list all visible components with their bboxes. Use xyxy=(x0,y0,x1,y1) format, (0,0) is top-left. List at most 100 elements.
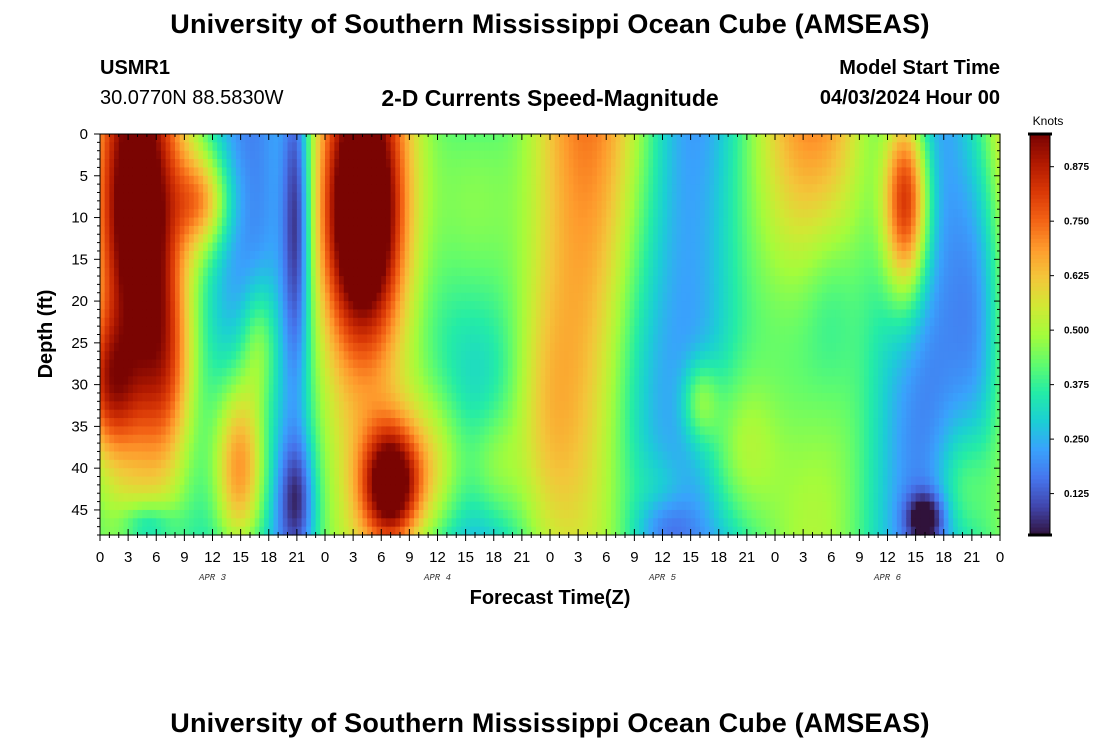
heatmap-cell xyxy=(535,142,542,152)
heatmap-cell xyxy=(442,142,448,152)
heatmap-cell xyxy=(175,376,181,386)
heatmap-cell xyxy=(100,376,106,386)
heatmap-cell xyxy=(146,209,153,219)
heatmap-cell xyxy=(343,284,350,294)
heatmap-cell xyxy=(357,192,364,202)
heatmap-cell xyxy=(517,284,523,294)
heatmap-cell xyxy=(371,434,378,444)
heatmap-cell xyxy=(198,359,204,369)
heatmap-cell xyxy=(559,250,565,260)
heatmap-cell xyxy=(475,392,481,402)
heatmap-cell xyxy=(526,401,532,411)
heatmap-cell xyxy=(329,184,335,194)
heatmap-cell xyxy=(442,192,448,202)
heatmap-cell xyxy=(245,401,251,411)
heatmap-cell xyxy=(568,392,575,402)
heatmap-cell xyxy=(254,434,260,444)
heatmap-cell xyxy=(390,359,396,369)
heatmap-cell xyxy=(535,250,542,260)
heatmap-cell xyxy=(221,209,228,219)
heatmap-cell xyxy=(160,292,167,302)
heatmap-cell xyxy=(301,418,307,427)
heatmap-cell xyxy=(198,225,204,235)
heatmap-cell xyxy=(385,459,392,469)
heatmap-cell xyxy=(376,334,382,344)
heatmap-cell xyxy=(250,242,256,252)
heatmap-cell xyxy=(278,234,284,244)
heatmap-cell xyxy=(371,451,378,461)
heatmap-cell xyxy=(282,443,289,453)
heatmap-cell xyxy=(409,484,415,494)
heatmap-cell xyxy=(564,284,570,294)
heatmap-cell xyxy=(353,443,359,453)
heatmap-cell xyxy=(498,468,504,478)
heatmap-cell xyxy=(320,384,326,394)
heatmap-cell xyxy=(207,334,214,344)
heatmap-cell xyxy=(278,468,284,478)
heatmap-cell xyxy=(329,484,335,494)
heatmap-cell xyxy=(296,234,303,244)
heatmap-cell xyxy=(367,184,373,194)
heatmap-cell xyxy=(428,209,434,219)
heatmap-cell xyxy=(282,509,289,519)
heatmap-cell xyxy=(507,351,514,361)
heatmap-cell xyxy=(250,142,256,152)
heatmap-cell xyxy=(109,518,115,528)
heatmap-cell xyxy=(554,284,560,294)
heatmap-cell xyxy=(301,401,307,411)
heatmap-cell xyxy=(128,518,134,528)
heatmap-cell xyxy=(503,334,509,344)
heatmap-cell xyxy=(475,493,481,503)
heatmap-cell xyxy=(582,142,589,152)
heatmap-cell xyxy=(348,309,354,319)
heatmap-cell xyxy=(175,493,181,503)
heatmap-cell xyxy=(203,150,209,160)
heatmap-cell xyxy=(287,392,293,402)
heatmap-cell xyxy=(582,184,589,194)
heatmap-cell xyxy=(343,376,350,386)
heatmap-cell xyxy=(320,200,326,210)
heatmap-cell xyxy=(146,468,153,478)
heatmap-cell xyxy=(278,501,284,511)
heatmap-cell xyxy=(432,167,439,177)
heatmap-cell xyxy=(282,317,289,327)
heatmap-cell xyxy=(226,351,232,361)
heatmap-cell xyxy=(329,284,335,294)
heatmap-cell xyxy=(165,250,171,260)
heatmap-cell xyxy=(170,459,176,469)
heatmap-cell xyxy=(212,484,218,494)
heatmap-cell xyxy=(221,225,228,235)
heatmap-cell xyxy=(442,225,448,235)
heatmap-cell xyxy=(484,150,490,160)
heatmap-cell xyxy=(353,384,359,394)
heatmap-cell xyxy=(301,292,307,302)
heatmap-cell xyxy=(287,301,293,311)
heatmap-cell xyxy=(212,267,218,277)
heatmap-cell xyxy=(292,367,298,377)
heatmap-cell xyxy=(231,443,237,453)
heatmap-cell xyxy=(240,526,246,536)
heatmap-cell xyxy=(535,443,542,453)
heatmap-cell xyxy=(390,526,396,536)
heatmap-cell xyxy=(292,259,298,269)
heatmap-cell xyxy=(503,351,509,361)
heatmap-cell xyxy=(278,418,284,427)
heatmap-cell xyxy=(179,301,185,311)
heatmap-cell xyxy=(414,434,420,444)
heatmap-cell xyxy=(385,292,392,302)
heatmap-cell xyxy=(484,443,490,453)
heatmap-cell xyxy=(395,509,401,519)
heatmap-cell xyxy=(339,150,345,160)
heatmap-cell xyxy=(498,192,504,202)
heatmap-cell xyxy=(189,242,195,252)
heatmap-cell xyxy=(245,284,251,294)
heatmap-cell xyxy=(250,200,256,210)
heatmap-cell xyxy=(343,384,350,394)
heatmap-cell xyxy=(165,309,171,319)
heatmap-cell xyxy=(273,167,279,177)
heatmap-cell xyxy=(418,443,425,453)
heatmap-cell xyxy=(100,209,106,219)
heatmap-cell xyxy=(179,459,185,469)
heatmap-cell xyxy=(428,267,434,277)
heatmap-cell xyxy=(315,409,321,419)
